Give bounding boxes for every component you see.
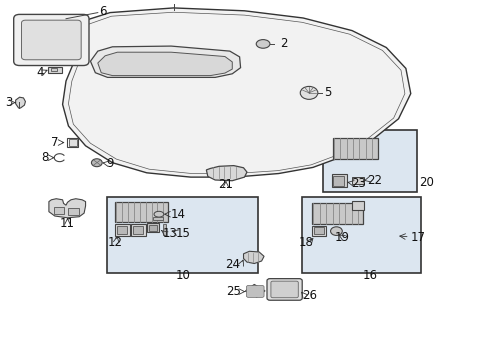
Text: 16: 16 (363, 269, 377, 282)
Bar (148, 225, 157, 231)
Bar (332, 138, 377, 159)
FancyBboxPatch shape (266, 279, 302, 300)
Bar (333, 176, 344, 186)
Ellipse shape (256, 40, 269, 48)
Text: 7: 7 (51, 136, 59, 149)
Bar (313, 227, 323, 234)
Bar (331, 174, 346, 187)
Bar (48, 67, 61, 73)
Ellipse shape (330, 227, 342, 235)
Polygon shape (90, 46, 240, 77)
Bar (115, 202, 167, 222)
Polygon shape (245, 284, 264, 297)
Bar (51, 68, 57, 71)
Ellipse shape (300, 86, 317, 99)
Text: 26: 26 (302, 289, 317, 302)
Text: 14: 14 (170, 208, 185, 221)
Text: 11: 11 (60, 217, 75, 230)
FancyBboxPatch shape (14, 14, 89, 66)
Text: 12: 12 (107, 237, 122, 249)
Text: 20: 20 (419, 176, 433, 189)
Bar (115, 224, 129, 236)
Text: 10: 10 (176, 269, 190, 282)
Bar (302, 197, 420, 273)
Text: 22: 22 (366, 174, 381, 186)
FancyBboxPatch shape (246, 285, 264, 297)
Bar (54, 207, 63, 214)
Bar (117, 226, 127, 234)
Polygon shape (49, 199, 85, 218)
Bar (146, 223, 159, 232)
Text: 25: 25 (225, 285, 240, 298)
Polygon shape (98, 52, 232, 76)
Text: 17: 17 (410, 231, 425, 244)
Bar (311, 226, 325, 236)
Bar (131, 224, 145, 236)
Text: 5: 5 (323, 86, 330, 99)
Text: 8: 8 (41, 151, 49, 164)
Bar (351, 177, 363, 184)
Text: 1: 1 (171, 0, 179, 3)
Bar (163, 224, 165, 235)
Bar (133, 226, 143, 234)
FancyBboxPatch shape (21, 20, 81, 60)
Bar (311, 203, 363, 224)
Text: 19: 19 (334, 231, 349, 244)
Text: 21: 21 (218, 178, 233, 191)
Ellipse shape (154, 211, 163, 217)
Text: 13: 13 (162, 227, 177, 240)
Bar (351, 201, 364, 210)
Bar (67, 138, 78, 147)
Bar (322, 130, 416, 192)
Text: 9: 9 (106, 157, 114, 170)
Text: 6: 6 (99, 5, 106, 18)
Text: 4: 4 (36, 66, 44, 79)
Text: 23: 23 (350, 177, 365, 190)
Bar (68, 208, 79, 215)
Text: 15: 15 (176, 227, 190, 240)
Text: 24: 24 (225, 258, 240, 271)
Polygon shape (16, 97, 25, 108)
Bar (106, 197, 258, 273)
Polygon shape (243, 251, 264, 264)
Text: 2: 2 (279, 37, 286, 50)
Bar (152, 217, 163, 220)
Bar (69, 139, 77, 146)
FancyBboxPatch shape (270, 281, 298, 298)
Ellipse shape (91, 159, 102, 167)
Polygon shape (206, 166, 246, 181)
Text: 3: 3 (5, 96, 13, 109)
Text: 18: 18 (298, 237, 312, 249)
Polygon shape (62, 8, 410, 177)
